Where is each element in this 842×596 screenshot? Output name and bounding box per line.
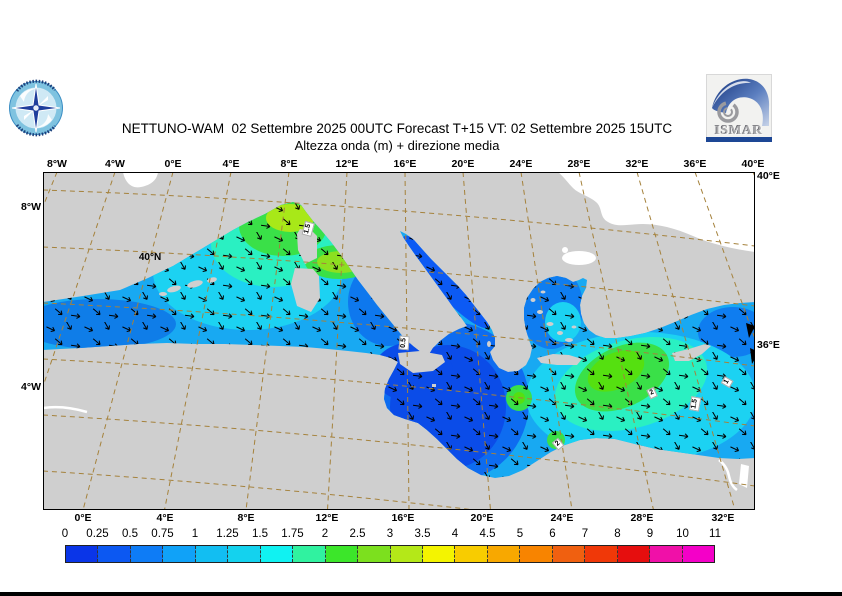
colorbar-tick-label: 2.5 <box>349 528 366 540</box>
top-axis-label: 20°E <box>451 158 475 170</box>
colorbar-cell <box>228 546 261 562</box>
colorbar-cell <box>358 546 391 562</box>
top-axis-label: 24°E <box>509 158 533 170</box>
ismar-logo-text: ISMAR <box>714 122 764 137</box>
colorbar-tick-label: 0 <box>61 528 69 540</box>
colorbar-tick-label: 11 <box>709 528 721 540</box>
colorbar-cell <box>617 546 651 562</box>
colorbar-cell <box>390 546 423 562</box>
top-axis-label: 8°W <box>47 158 67 170</box>
graticule <box>43 172 755 510</box>
colorbar-cell <box>682 546 715 562</box>
wave-icon <box>712 78 770 126</box>
right-axis-label: 36°E <box>757 338 780 351</box>
outside-domain-areas <box>43 172 755 492</box>
colorbar-cell <box>422 546 456 562</box>
top-axis-label: 4°E <box>222 158 240 170</box>
colorbar-tick-label: 8 <box>614 528 621 540</box>
bottom-border-bar <box>0 592 842 596</box>
colorbar-cell <box>552 546 586 562</box>
colorbar-cell <box>293 546 326 562</box>
page-subtitle: Altezza onda (m) + direzione media <box>294 138 500 153</box>
left-axis-label: 4°W <box>21 380 41 393</box>
colorbar-tick-label: 1.25 <box>216 528 239 540</box>
colorbar-cell <box>163 546 196 562</box>
colorbar-cell <box>585 546 618 562</box>
colorbar-cell <box>98 546 131 562</box>
bottom-axis-label: 32°E <box>711 512 735 524</box>
left-axis-label: 8°W <box>21 200 41 213</box>
top-axis-label: 32°E <box>625 158 649 170</box>
top-axis-label: 28°E <box>567 158 591 170</box>
ismar-logo: ISMAR <box>706 74 772 142</box>
colorbar-tick-label: 9 <box>646 528 654 540</box>
colorbar-tick-label: 1.75 <box>281 528 304 540</box>
top-axis-label: 8°E <box>280 158 298 170</box>
colorbar-tick-label: 1.5 <box>252 528 268 540</box>
bottom-axis-label: 12°E <box>315 512 339 524</box>
bottom-axis-label: 0°E <box>74 512 92 524</box>
colorbar-tick-label: 3.5 <box>414 528 431 540</box>
colorbar-tick-label: 10 <box>676 528 689 540</box>
colorbar-tick-label: 4.5 <box>479 528 496 540</box>
bottom-axis-label: 16°E <box>391 512 415 524</box>
top-axis-label: 0°E <box>164 158 182 170</box>
colorbar-cell <box>66 546 99 562</box>
colorbar-cell <box>195 546 229 562</box>
colorbar-tick-label: 2 <box>321 528 329 540</box>
aeronautica-militare-logo-icon <box>9 79 63 137</box>
colorbar-tick-label: 7 <box>581 528 589 540</box>
colorbar-cell <box>130 546 164 562</box>
colorbar <box>65 545 715 563</box>
top-axis-label: 4°W <box>105 158 125 170</box>
colorbar-cell <box>520 546 553 562</box>
colorbar-tick-label: 0.5 <box>122 528 138 540</box>
top-axis-label: 40°E <box>741 158 765 170</box>
colorbar-cell <box>260 546 294 562</box>
forecast-map <box>43 172 755 510</box>
colorbar-tick-label: 0.75 <box>151 528 174 540</box>
colorbar-tick-label: 5 <box>516 528 524 540</box>
top-axis-label: 16°E <box>393 158 417 170</box>
bottom-axis-label: 28°E <box>630 512 654 524</box>
colorbar-tick-label: 6 <box>549 528 556 540</box>
map-frame <box>43 172 755 510</box>
right-axis-label: 40°E <box>757 169 780 182</box>
edge-arrow-icon <box>746 323 755 364</box>
top-axis-label: 12°E <box>335 158 359 170</box>
colorbar-tick-label: 0.25 <box>86 528 109 540</box>
colorbar-cell <box>455 546 488 562</box>
colorbar-tick-label: 3 <box>386 528 394 540</box>
bottom-axis-label: 24°E <box>550 512 574 524</box>
bottom-axis-label: 20°E <box>470 512 494 524</box>
colorbar-cell <box>487 546 521 562</box>
colorbar-cell <box>650 546 683 562</box>
top-axis-label: 36°E <box>683 158 707 170</box>
colorbar-cell <box>325 546 359 562</box>
bottom-axis-label: 4°E <box>156 512 174 524</box>
colorbar-tick-label: 1 <box>191 528 199 540</box>
page-title: NETTUNO-WAM 02 Settembre 2025 00UTC Fore… <box>121 121 673 136</box>
ismar-logo-bar <box>706 137 772 142</box>
bottom-axis-label: 8°E <box>237 512 255 524</box>
colorbar-tick-label: 4 <box>451 528 459 540</box>
